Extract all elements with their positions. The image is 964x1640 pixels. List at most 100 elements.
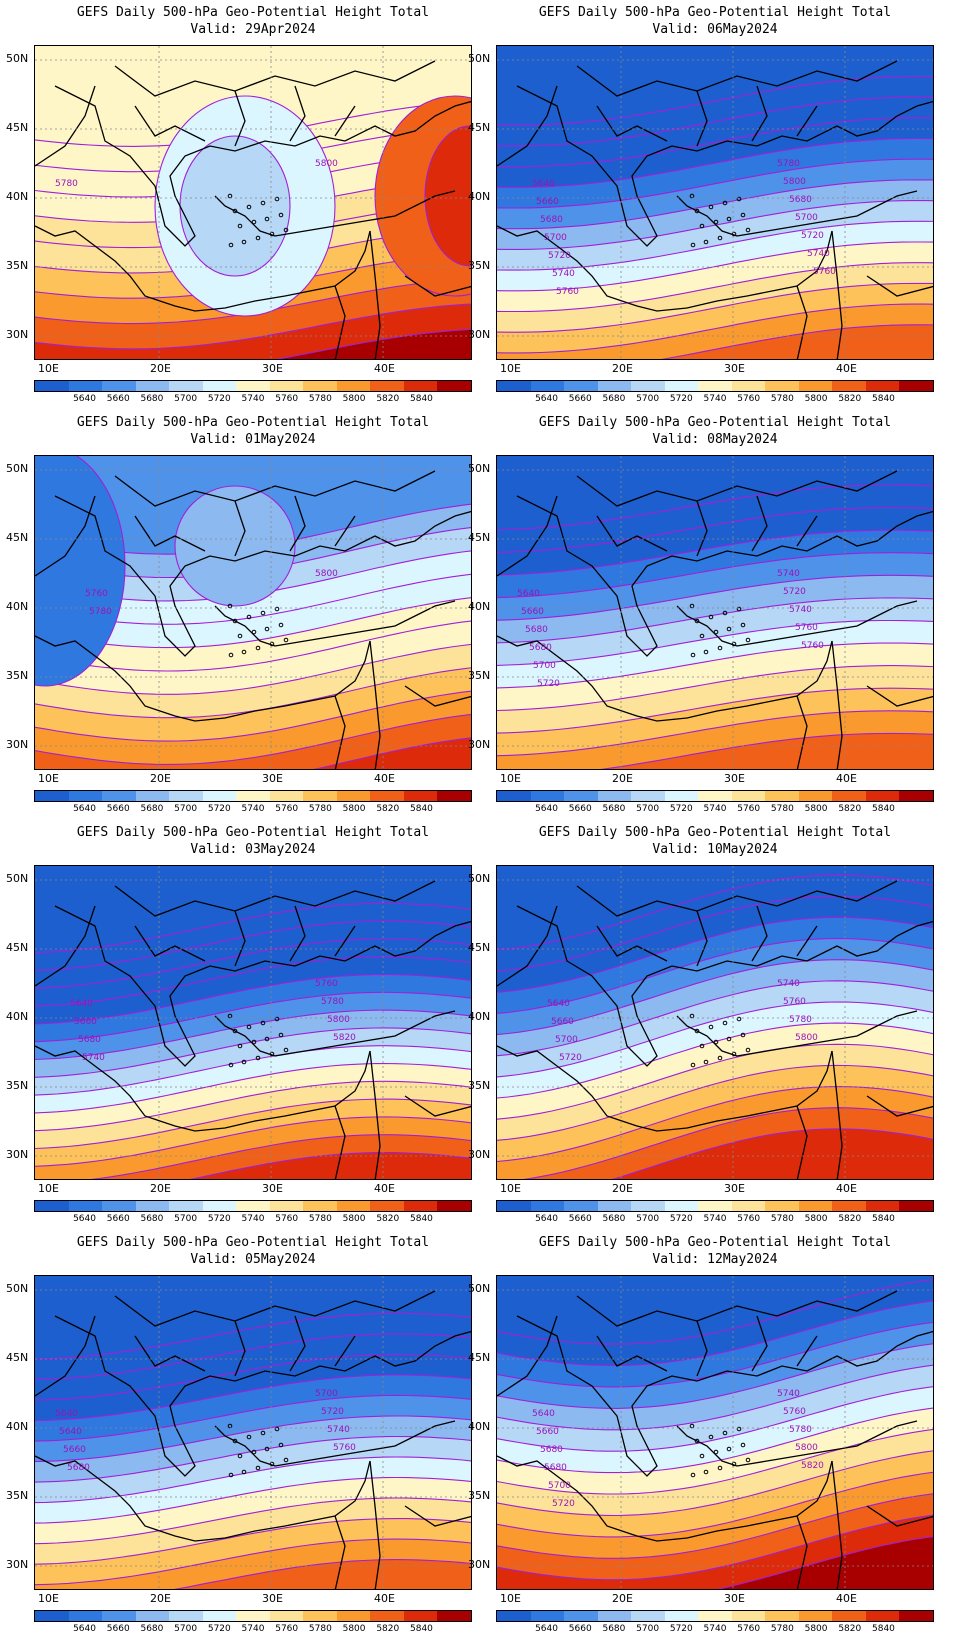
colorbar-label: 5700 [636,1624,660,1634]
colorbar-label: 5820 [838,804,862,814]
contour-line [35,620,471,672]
contour-label: 5800 [795,1033,818,1043]
longitude-label: 10E [38,362,59,375]
contour-label: 5700 [533,661,556,671]
contour-line [497,1364,933,1431]
colorbar-label: 5720 [669,804,693,814]
coastline [35,635,371,722]
latitude-label: 30N [468,738,491,751]
contour-label: 5720 [801,231,824,241]
colorbar-label: 5800 [342,394,366,404]
colorbar-swatch [336,791,371,801]
contour-label: 5640 [55,1409,78,1419]
contour-label: 5680 [789,195,812,205]
colorbar-swatch [564,1611,598,1621]
map-panel-12may: GEFS Daily 500-hPa Geo-Potential Height … [468,1230,964,1640]
contour-label: 5640 [59,1427,82,1437]
colorbar-label: 5640 [73,1624,96,1634]
island [699,1043,705,1049]
island [726,216,732,222]
coastline [596,495,818,557]
longitude-label: 10E [500,772,521,785]
contour-line [497,1086,933,1163]
island [745,1457,751,1463]
colorbar-swatch [564,791,598,801]
contour-label: 5700 [555,1035,578,1045]
island [232,1028,238,1034]
height-contour-map: 5640 5660 5680 5740 5760 5780 5800 5820 [34,865,472,1180]
contour-label: 5700 [548,1481,571,1491]
colorbar-swatch [698,1611,732,1621]
contour-line [497,1386,933,1452]
map-panel-29apr: GEFS Daily 500-hPa Geo-Potential Height … [0,0,482,410]
latitude-label: 35N [468,259,491,272]
contour-line [497,937,933,1014]
colorbar-swatch [68,1611,103,1621]
contour-line [497,687,933,734]
contour-line [313,737,471,769]
colorbar-swatch [269,1611,304,1621]
colorbar-label: 5660 [568,1624,592,1634]
coastline [516,1315,933,1477]
latitude-label: 50N [468,462,491,475]
colorbar-swatch [35,1611,69,1621]
colorbar-label: 5760 [275,804,299,814]
coastline [596,1315,818,1377]
island [237,633,243,639]
latitude-label: 30N [6,328,29,341]
island [241,1059,247,1065]
colorbar-label: 5780 [308,804,332,814]
island [694,1438,700,1444]
contour-line [189,1151,471,1179]
island [740,1032,746,1038]
island [699,1453,705,1459]
colorbar-label: 5660 [106,1214,130,1224]
contour-line [497,574,933,621]
contour-label: 5640 [532,1409,555,1419]
contour-label: 5800 [315,569,338,579]
panel-title: GEFS Daily 500-hPa Geo-Potential Height … [538,5,892,20]
closed-contour [35,456,126,687]
contour-line [35,690,471,742]
longitude-label: 40E [836,1592,857,1605]
coastline [35,470,436,577]
island [274,1426,280,1432]
colorbar-swatch [35,1201,69,1211]
island [717,235,723,241]
contour-label: 5700 [795,213,818,223]
island [690,1472,696,1478]
latitude-label: 35N [6,1489,29,1502]
contour-line [497,1450,933,1517]
contour-line [35,1009,471,1061]
contour-label: 5660 [551,1017,574,1027]
coastline [35,1290,436,1397]
contour-label: 5720 [783,587,806,597]
contour-line [497,1064,933,1141]
colorbar-swatch [899,1201,933,1211]
height-band [604,733,933,769]
island [251,629,257,635]
contour-label: 5700 [544,233,567,243]
contour-line [497,597,933,644]
colorbar-swatch [731,1611,766,1621]
contour-line [497,1300,933,1367]
colorbar-label: 5700 [636,1214,660,1224]
contour-line [497,96,933,147]
contour-line [35,1456,471,1504]
contour-line [35,1116,471,1167]
latitude-label: 35N [6,259,29,272]
contour-label: 5740 [777,979,800,989]
contour-line [35,1080,471,1132]
coastline [35,1045,371,1132]
island [713,1039,719,1045]
island [713,219,719,225]
contour-line [497,1343,933,1409]
contour-line [497,220,933,271]
latitude-label: 40N [6,1010,29,1023]
colorbar-label: 5640 [73,394,96,404]
contour-line [35,1538,471,1586]
colorbar-label: 5720 [207,1214,231,1224]
map-panel-03may: GEFS Daily 500-hPa Geo-Potential Height … [0,820,482,1230]
colorbar-swatch [664,1611,699,1621]
contour-line [173,1559,471,1589]
